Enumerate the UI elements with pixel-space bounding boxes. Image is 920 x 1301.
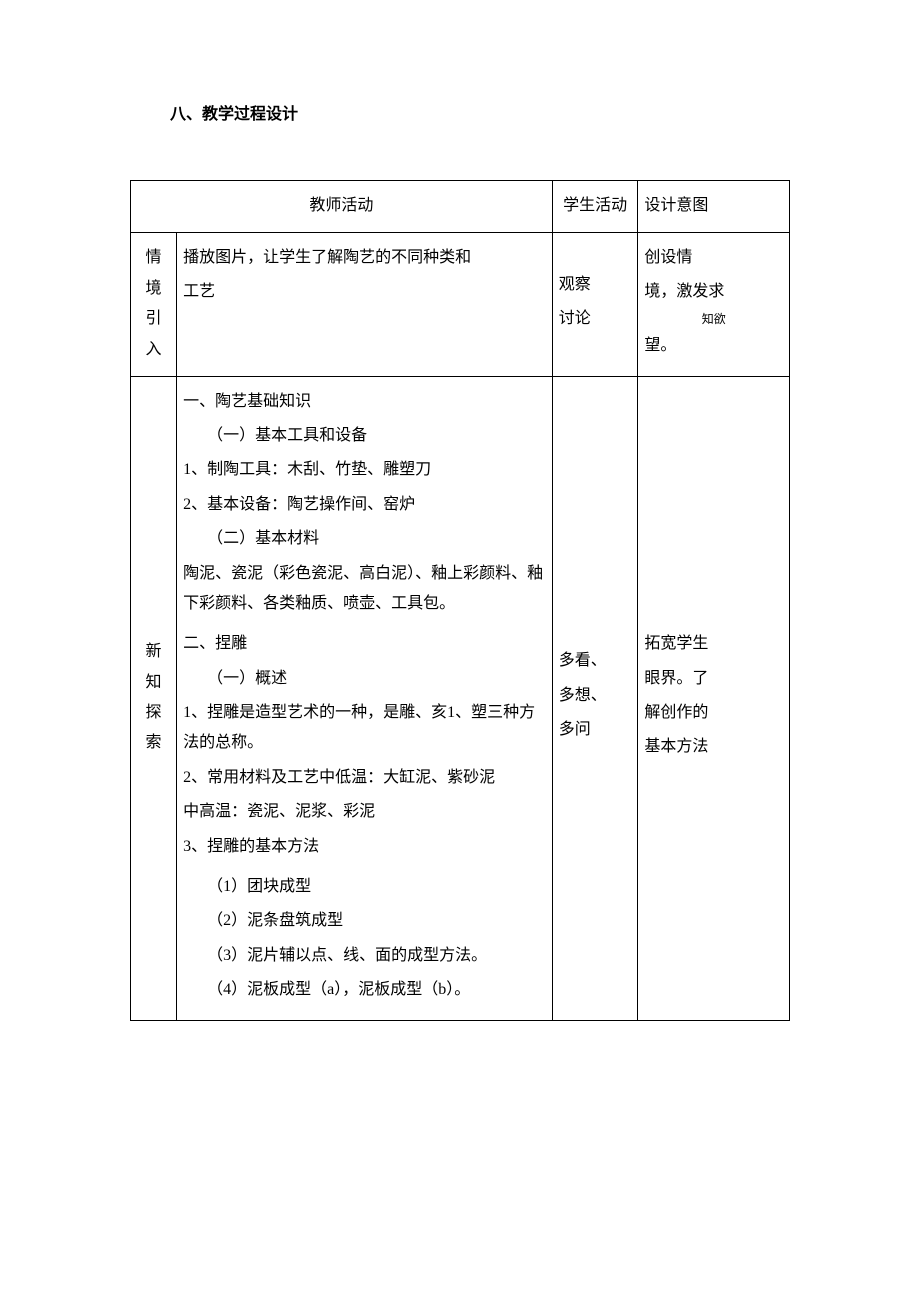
teacher-line: （二）基本材料 [183, 524, 546, 554]
student-cell-intro: 观察 讨论 [552, 232, 638, 376]
intent-line: 拓宽学生 [644, 629, 783, 659]
teacher-line: （3）泥片辅以点、线、面的成型方法。 [183, 941, 546, 971]
section-heading: 八、教学过程设计 [170, 100, 790, 130]
intent-cell-intro: 创设情 境，激发求 知欲 望。 [638, 232, 790, 376]
intent-line: 基本方法 [644, 732, 783, 762]
teacher-line: （1）团块成型 [183, 872, 546, 902]
stage-char: 新 [133, 637, 174, 667]
teacher-line: 中高温：瓷泥、泥浆、彩泥 [183, 797, 546, 827]
stage-char: 入 [133, 335, 174, 365]
stage-char: 境 [133, 274, 174, 304]
header-intent: 设计意图 [638, 181, 790, 232]
table-header-row: 教师活动 学生活动 设计意图 [131, 181, 790, 232]
student-line: 多看、 [559, 646, 632, 676]
stage-char: 知 [133, 668, 174, 698]
stage-label-explore: 新 知 探 索 [131, 376, 177, 1020]
process-design-table: 教师活动 学生活动 设计意图 情 境 引 入 播放图片，让学生了解陶艺的不同种类… [130, 180, 790, 1020]
intent-cell-explore: 拓宽学生 眼界。了 解创作的 基本方法 [638, 376, 790, 1020]
stage-label-intro: 情 境 引 入 [131, 232, 177, 376]
intent-line: 望。 [644, 331, 783, 361]
stage-char: 情 [133, 243, 174, 273]
teacher-line: 1、捏雕是造型艺术的一种，是雕、亥1、塑三种方法的总称。 [183, 698, 546, 759]
intent-line: 境，激发求 [644, 277, 783, 307]
teacher-line: 3、捏雕的基本方法 [183, 832, 546, 862]
teacher-line: 2、常用材料及工艺中低温：大缸泥、紫砂泥 [183, 763, 546, 793]
intent-small: 知欲 [644, 312, 783, 328]
teacher-line: 一、陶艺基础知识 [183, 387, 546, 417]
stage-char: 索 [133, 728, 174, 758]
student-cell-explore: 多看、 多想、 多问 [552, 376, 638, 1020]
teacher-line: （4）泥板成型（a），泥板成型（b）。 [183, 975, 546, 1005]
teacher-line: （一）概述 [183, 664, 546, 694]
intent-line: 眼界。了 [644, 664, 783, 694]
teacher-line: 工艺 [183, 277, 546, 307]
header-student: 学生活动 [552, 181, 638, 232]
header-teacher: 教师活动 [131, 181, 553, 232]
teacher-line: 播放图片，让学生了解陶艺的不同种类和 [183, 243, 546, 273]
teacher-line: 陶泥、瓷泥（彩色瓷泥、高白泥）、釉上彩颜料、釉下彩颜料、各类釉质、喷壶、工具包。 [183, 559, 546, 620]
teacher-line: 二、捏雕 [183, 629, 546, 659]
teacher-line: （一）基本工具和设备 [183, 421, 546, 451]
student-line: 观察 [559, 270, 632, 300]
student-line: 多想、 [559, 681, 632, 711]
teacher-line: （2）泥条盘筑成型 [183, 906, 546, 936]
table-row: 情 境 引 入 播放图片，让学生了解陶艺的不同种类和 工艺 观察 讨论 创设情 … [131, 232, 790, 376]
stage-char: 引 [133, 304, 174, 334]
teacher-line: 2、基本设备：陶艺操作间、窑炉 [183, 490, 546, 520]
table-row: 新 知 探 索 一、陶艺基础知识 （一）基本工具和设备 1、制陶工具：木刮、竹垫… [131, 376, 790, 1020]
intent-line: 创设情 [644, 243, 783, 273]
student-line: 讨论 [559, 304, 632, 334]
teacher-line: 1、制陶工具：木刮、竹垫、雕塑刀 [183, 455, 546, 485]
stage-char: 探 [133, 698, 174, 728]
teacher-cell-intro: 播放图片，让学生了解陶艺的不同种类和 工艺 [177, 232, 553, 376]
teacher-cell-explore: 一、陶艺基础知识 （一）基本工具和设备 1、制陶工具：木刮、竹垫、雕塑刀 2、基… [177, 376, 553, 1020]
intent-line: 解创作的 [644, 698, 783, 728]
student-line: 多问 [559, 715, 632, 745]
